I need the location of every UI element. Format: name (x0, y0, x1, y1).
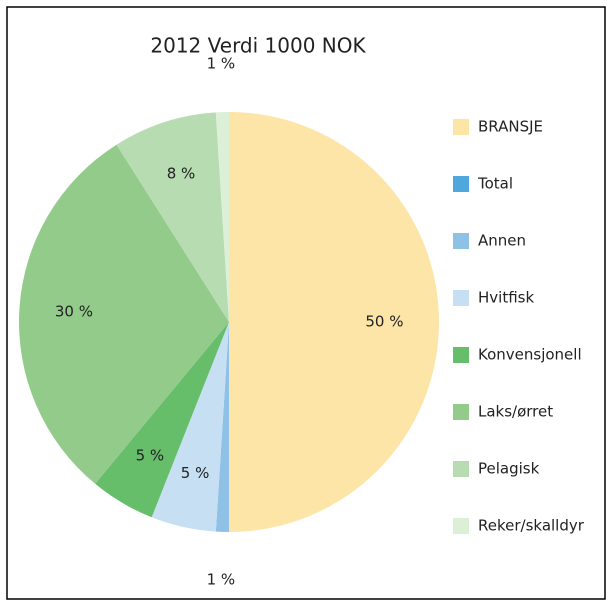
legend-label: Laks/ørret (478, 403, 553, 421)
pie-slice (18, 144, 229, 484)
legend-label: Hvitfisk (478, 289, 534, 307)
pie-slice (229, 112, 439, 532)
data-label: 1 % (207, 54, 236, 72)
legend-swatch (453, 518, 469, 534)
legend-label: Reker/skalldyr (478, 517, 585, 535)
pie-slice (151, 322, 229, 532)
legend-swatch (453, 233, 469, 249)
legend-swatch (453, 404, 469, 420)
legend-swatch (453, 461, 469, 477)
data-label: 5 % (181, 464, 210, 482)
pie-slice (215, 112, 229, 322)
legend-label: Annen (478, 232, 526, 250)
legend-label: BRANSJE (478, 118, 543, 136)
legend-swatch (453, 119, 469, 135)
legend-swatch (453, 176, 469, 192)
legend-label: Konvensjonell (478, 346, 582, 364)
legend-swatch (453, 347, 469, 363)
data-label: 8 % (167, 165, 196, 183)
legend-label: Pelagisk (478, 460, 540, 478)
chart-title: 2012 Verdi 1000 NOK (150, 34, 366, 58)
data-label: 50 % (365, 313, 403, 331)
data-label: 1 % (207, 571, 236, 589)
pie-slice (116, 112, 229, 322)
legend-swatch (453, 290, 469, 306)
data-label: 30 % (55, 303, 93, 321)
pie-slice (95, 322, 229, 518)
legend-label: Total (477, 175, 513, 193)
data-label: 5 % (136, 446, 165, 464)
pie-slice (215, 322, 229, 532)
